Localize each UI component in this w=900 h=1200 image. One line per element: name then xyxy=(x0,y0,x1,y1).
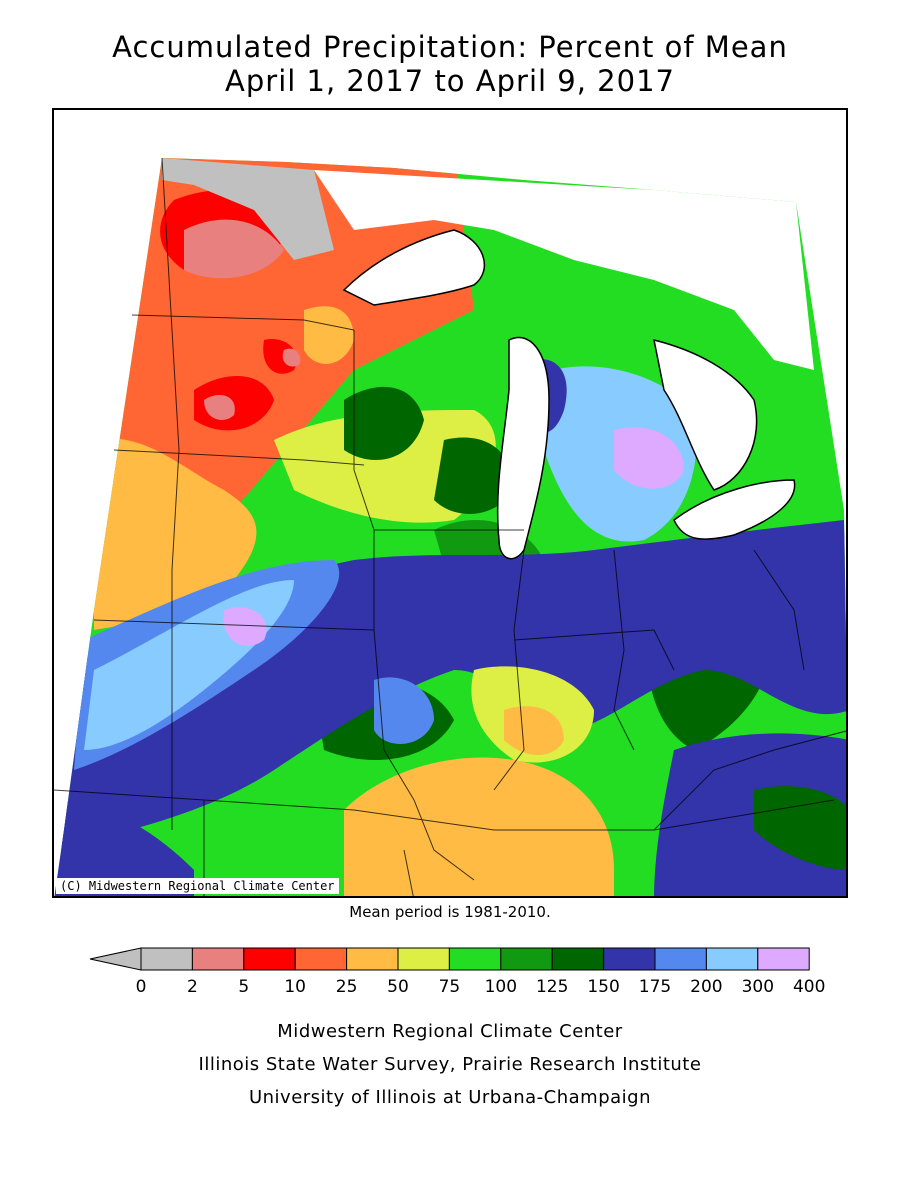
legend-tick-label: 0 xyxy=(135,977,147,997)
state-borders xyxy=(54,157,846,896)
map-title: Accumulated Precipitation: Percent of Me… xyxy=(112,30,788,64)
precipitation-map: (C) Midwestern Regional Climate Center xyxy=(52,108,848,898)
legend-swatch xyxy=(140,947,193,971)
great-lakes xyxy=(342,229,796,560)
legend-tick-label: 50 xyxy=(387,977,409,997)
legend-swatch xyxy=(500,947,553,971)
legend-tick-label: 200 xyxy=(690,977,723,997)
color-legend xyxy=(89,947,810,971)
map-subtitle-dates: April 1, 2017 to April 9, 2017 xyxy=(225,64,675,98)
legend-swatch xyxy=(397,947,450,971)
legend-tick-label: 100 xyxy=(484,977,518,997)
legend-tick-label: 5 xyxy=(238,977,250,997)
legend-tick-label: 125 xyxy=(535,977,569,997)
legend-swatch xyxy=(654,947,707,971)
legend-tick-label: 300 xyxy=(741,977,775,997)
footer-university: University of Illinois at Urbana-Champai… xyxy=(248,1087,652,1108)
legend-swatch xyxy=(294,947,348,971)
legend-tick-label: 25 xyxy=(335,977,358,997)
legend-swatch xyxy=(243,947,296,971)
legend-tick-label: 175 xyxy=(638,977,672,997)
legend-swatch xyxy=(551,947,605,971)
footer-org: Midwestern Regional Climate Center xyxy=(277,1021,623,1042)
legend-arrow xyxy=(89,947,142,971)
map-canvas xyxy=(54,157,846,896)
legend-swatch xyxy=(603,947,656,971)
legend-swatch xyxy=(757,947,810,971)
legend-tick-label: 400 xyxy=(792,977,826,997)
legend-tick-label: 150 xyxy=(587,977,620,997)
legend-swatch xyxy=(448,947,502,971)
map-credit: (C) Midwestern Regional Climate Center xyxy=(56,878,339,894)
legend-swatch xyxy=(191,947,245,971)
legend-tick-label: 2 xyxy=(186,977,198,997)
legend-tick-label: 10 xyxy=(284,977,306,997)
legend-swatch xyxy=(346,947,399,971)
legend-tick-label: 75 xyxy=(438,977,461,997)
legend-swatch xyxy=(705,947,759,971)
footer-survey: Illinois State Water Survey, Prairie Res… xyxy=(198,1054,702,1075)
mean-period-note: Mean period is 1981-2010. xyxy=(349,903,551,921)
